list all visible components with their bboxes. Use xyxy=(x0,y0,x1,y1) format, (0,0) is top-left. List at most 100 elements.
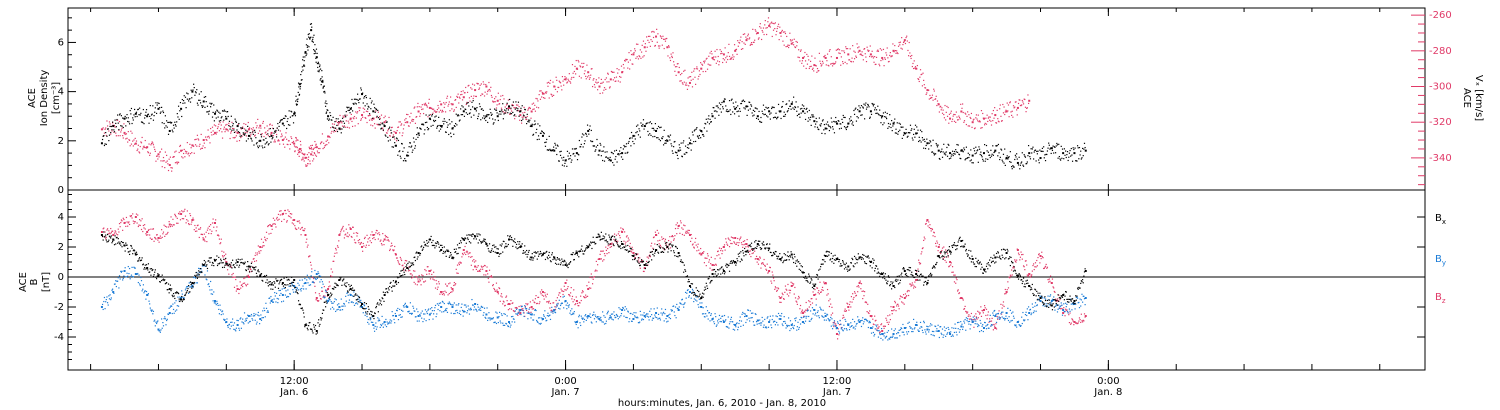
scatter-dot xyxy=(287,118,289,120)
scatter-dot xyxy=(127,222,129,224)
scatter-dot xyxy=(987,314,989,316)
scatter-dot xyxy=(548,81,550,83)
scatter-dot xyxy=(654,45,656,47)
scatter-dot xyxy=(593,145,596,147)
scatter-dot xyxy=(507,107,509,109)
data-point xyxy=(112,234,115,236)
scatter-dot xyxy=(232,123,234,125)
scatter-dot xyxy=(591,283,594,285)
scatter-dot xyxy=(661,37,663,40)
scatter-dot xyxy=(348,234,351,236)
scatter-dot xyxy=(502,303,504,305)
scatter-dot xyxy=(568,294,570,296)
scatter-dot xyxy=(370,124,372,126)
data-point xyxy=(745,39,748,42)
scatter-dot xyxy=(974,153,976,155)
scatter-dot xyxy=(526,115,528,118)
scatter-dot xyxy=(914,66,917,68)
data-point xyxy=(802,312,805,314)
scatter-dot xyxy=(336,130,339,133)
scatter-dot xyxy=(150,142,153,145)
scatter-dot xyxy=(770,280,772,282)
scatter-dot xyxy=(297,139,299,141)
scatter-dot xyxy=(538,94,540,96)
scatter-dot xyxy=(607,157,609,159)
scatter-dot xyxy=(239,133,241,135)
scatter-dot xyxy=(167,169,170,172)
scatter-dot xyxy=(1070,147,1072,150)
scatter-dot xyxy=(279,143,281,145)
scatter-dot xyxy=(314,140,316,143)
scatter-dot xyxy=(962,298,964,300)
scatter-dot xyxy=(216,131,218,133)
scatter-dot xyxy=(811,116,814,118)
scatter-dot xyxy=(549,82,551,84)
scatter-dot xyxy=(325,111,328,113)
scatter-dot xyxy=(831,312,834,314)
scatter-dot xyxy=(267,133,269,135)
scatter-dot xyxy=(424,102,427,104)
scatter-dot xyxy=(126,221,128,223)
scatter-dot xyxy=(886,321,888,324)
scatter-dot xyxy=(466,101,468,104)
scatter-dot xyxy=(818,117,820,119)
scatter-dot xyxy=(875,112,877,115)
scatter-dot xyxy=(1025,260,1027,262)
scatter-dot xyxy=(152,142,154,144)
scatter-dot xyxy=(709,267,711,269)
scatter-dot xyxy=(643,270,645,273)
scatter-dot xyxy=(792,41,794,44)
scatter-dot xyxy=(590,140,592,142)
scatter-dot xyxy=(269,224,271,226)
scatter-dot xyxy=(206,136,209,138)
scatter-dot xyxy=(1010,275,1012,277)
scatter-dot xyxy=(499,110,501,113)
scatter-dot xyxy=(122,117,124,119)
scatter-dot xyxy=(331,123,334,125)
scatter-dot xyxy=(193,83,195,85)
scatter-dot xyxy=(715,62,717,64)
scatter-dot xyxy=(984,160,986,162)
scatter-dot xyxy=(1001,307,1003,309)
scatter-dot xyxy=(465,103,467,106)
data-point xyxy=(462,310,465,313)
scatter-dot xyxy=(404,262,406,264)
scatter-dot xyxy=(124,115,126,118)
scatter-dot xyxy=(233,131,236,134)
scatter-dot xyxy=(324,102,326,104)
scatter-dot xyxy=(129,145,131,147)
scatter-dot xyxy=(524,116,526,118)
scatter-dot xyxy=(684,225,686,227)
scatter-dot xyxy=(203,233,205,235)
scatter-dot xyxy=(426,273,428,275)
scatter-dot xyxy=(1057,157,1059,159)
scatter-dot xyxy=(289,124,291,126)
scatter-dot xyxy=(906,295,908,297)
scatter-dot xyxy=(240,127,242,129)
scatter-dot xyxy=(349,227,351,229)
scatter-dot xyxy=(331,271,334,273)
scatter-dot xyxy=(140,220,142,222)
scatter-dot xyxy=(602,81,604,83)
scatter-dot xyxy=(979,121,981,123)
scatter-dot xyxy=(504,304,506,307)
scatter-dot xyxy=(514,107,516,109)
scatter-dot xyxy=(900,296,902,298)
scatter-dot xyxy=(400,142,403,145)
scatter-dot xyxy=(814,126,816,128)
data-point xyxy=(462,110,465,113)
scatter-dot xyxy=(1004,293,1006,295)
scatter-dot xyxy=(292,142,294,144)
scatter-dot xyxy=(716,48,718,51)
scatter-dot xyxy=(581,290,584,292)
scatter-dot xyxy=(846,126,848,128)
scatter-dot xyxy=(699,252,701,254)
scatter-dot xyxy=(198,139,200,141)
scatter-dot xyxy=(740,242,743,244)
scatter-dot xyxy=(918,261,920,264)
scatter-dot xyxy=(144,228,146,230)
scatter-dot xyxy=(717,105,719,107)
scatter-dot xyxy=(531,123,533,125)
scatter-dot xyxy=(313,49,315,51)
scatter-dot xyxy=(657,240,659,242)
